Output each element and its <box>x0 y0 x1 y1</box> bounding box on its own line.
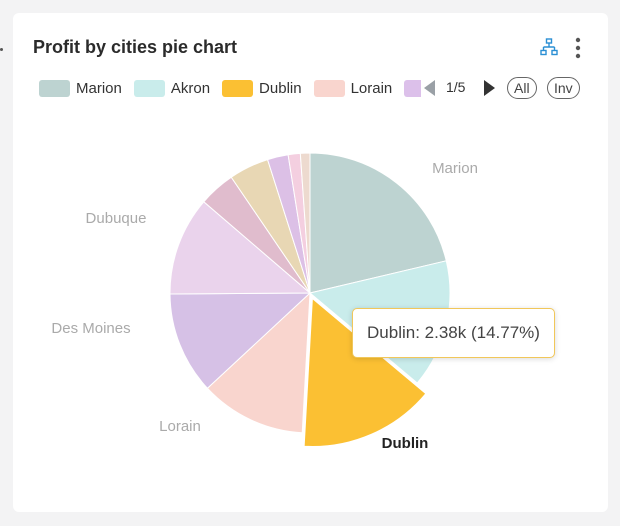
legend-invert-button[interactable]: Inv <box>547 77 580 99</box>
legend-swatch <box>222 79 254 97</box>
chart-card: Profit by cities pie chart Marion Akron Du… <box>13 13 608 512</box>
stray-dot <box>0 48 3 51</box>
pie-slice[interactable] <box>206 291 311 434</box>
pie-label: Des Moines <box>51 320 130 337</box>
chart-title: Profit by cities pie chart <box>33 37 238 57</box>
legend-item[interactable]: Dublin <box>222 77 302 99</box>
legend-label: Dublin <box>259 79 302 97</box>
legend-label: Marion <box>76 79 122 97</box>
hierarchy-icon[interactable] <box>540 38 558 56</box>
pie-slice[interactable] <box>169 201 312 295</box>
legend-item[interactable]: Akron <box>133 77 211 99</box>
pie-chart: Marion Dublin Lorain Des Moines Dubuque <box>51 152 478 452</box>
legend-label: Lorain <box>350 79 393 97</box>
legend-swatch <box>39 79 70 97</box>
legend-swatch <box>133 79 165 97</box>
pie-slice[interactable] <box>303 297 427 447</box>
pie-label: Dublin <box>382 435 429 452</box>
pie-slice[interactable] <box>299 152 311 294</box>
legend-next-icon[interactable] <box>484 80 495 96</box>
pie-label: Dubuque <box>86 210 147 227</box>
legend-item[interactable]: Lorain <box>313 77 393 99</box>
more-vert-icon[interactable] <box>571 37 585 59</box>
legend-swatch <box>313 79 345 97</box>
pie-label: Marion <box>432 160 478 177</box>
pie-slice[interactable] <box>169 292 312 389</box>
legend-prev-icon[interactable] <box>424 80 435 96</box>
legend-items: Marion Akron Dublin Lorain <box>39 77 421 99</box>
legend-swatch <box>404 79 421 97</box>
legend-all-button[interactable]: All <box>507 77 537 99</box>
pie-label: Lorain <box>159 418 201 435</box>
tooltip: Dublin: 2.38k (14.77%) <box>352 308 555 358</box>
legend-label: Akron <box>170 79 211 97</box>
legend-page-indicator: 1/5 <box>446 79 466 95</box>
legend-item[interactable] <box>404 77 421 99</box>
pie-slice[interactable] <box>309 152 447 294</box>
legend-item[interactable]: Marion <box>39 77 122 99</box>
legend: Marion Akron Dublin Lorain 1/5 All Inv <box>39 77 599 99</box>
